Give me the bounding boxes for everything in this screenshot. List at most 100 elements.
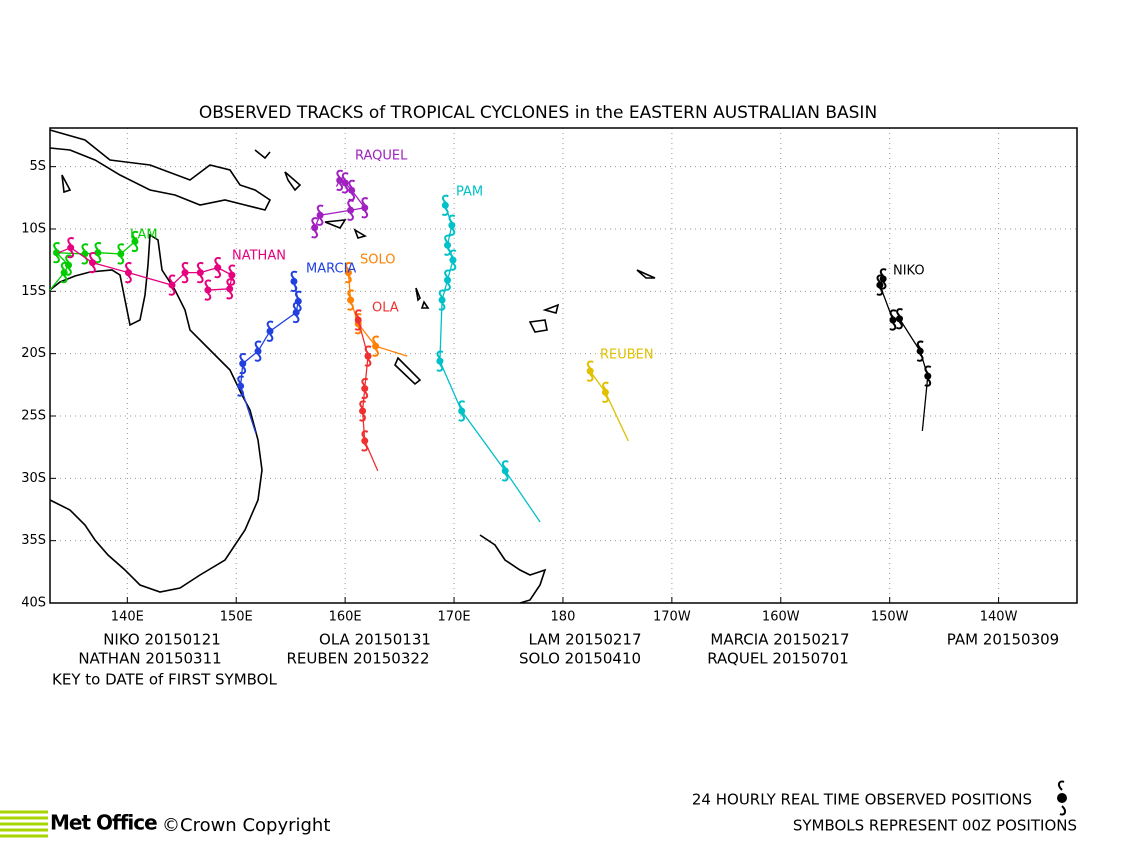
cyclone-symbol <box>204 279 212 301</box>
symbol-core <box>458 407 466 415</box>
symbol-arms <box>204 279 212 301</box>
title: OBSERVED TRACKS of TROPICAL CYCLONES in … <box>199 103 877 123</box>
symbol-arms <box>266 320 274 342</box>
x-tick-label: 180 <box>551 610 576 625</box>
symbol-arms <box>239 353 247 375</box>
symbol-arms <box>444 234 451 256</box>
storm-label: PAM <box>456 185 483 200</box>
cyclone-symbol <box>916 340 924 362</box>
cyclone-symbol <box>336 169 344 191</box>
cyclone-symbol <box>448 214 456 236</box>
symbol-arms <box>214 257 222 279</box>
copyright: ©Crown Copyright <box>162 815 330 836</box>
symbol-arms <box>53 242 60 264</box>
symbol-core <box>354 316 362 324</box>
symbol-core <box>124 269 132 277</box>
x-tick-label: 140W <box>980 610 1018 625</box>
symbol-core <box>292 309 300 317</box>
symbol-arms <box>292 301 300 324</box>
symbol-core <box>168 281 176 289</box>
key-entry: PAM 20150309 <box>947 631 1059 649</box>
cyclone-symbol <box>449 249 457 271</box>
symbol-core <box>889 316 897 324</box>
x-tick-label: 140E <box>111 610 144 625</box>
storm-label: NATHAN <box>232 249 286 264</box>
cyclone-symbol <box>361 430 369 452</box>
symbol-core <box>879 275 887 283</box>
symbol-arms <box>67 237 75 259</box>
symbol-core <box>341 179 349 187</box>
cyclone-symbol <box>444 269 452 291</box>
cyclone-symbol <box>361 197 369 219</box>
symbol-core <box>347 206 355 214</box>
symbol-core <box>344 269 352 277</box>
cyclone-symbol <box>372 335 380 357</box>
y-tick-label: 10S <box>21 221 46 236</box>
cyclone-symbol <box>347 289 355 311</box>
cyclone-symbol <box>181 262 189 284</box>
cyclone-symbol <box>228 264 236 286</box>
cyclone-symbol <box>344 262 352 284</box>
cyclone-symbol <box>196 262 204 284</box>
symbol-arms <box>348 179 356 201</box>
storm-label: MARCIA <box>306 262 356 277</box>
logo-text: Met Office <box>50 811 157 835</box>
cyclone-symbol <box>131 230 139 253</box>
cyclone-symbol <box>364 345 372 367</box>
symbol-arms <box>586 360 594 382</box>
symbol-core <box>226 285 234 293</box>
symbol-core <box>311 224 319 232</box>
symbol-arms <box>361 430 369 452</box>
symbol-arms <box>449 249 457 271</box>
symbol-core <box>181 269 189 277</box>
symbol-core <box>448 221 456 229</box>
symbol-arms <box>601 381 609 403</box>
symbol-arms <box>889 309 897 331</box>
symbol-arms <box>347 289 355 311</box>
symbol-arms <box>364 345 372 367</box>
symbol-core <box>204 286 212 294</box>
cyclone-symbol <box>438 289 446 311</box>
storm-label: SOLO <box>360 253 396 268</box>
symbol-core <box>348 186 356 194</box>
symbol-core <box>586 367 594 375</box>
y-tick-label: 5S <box>29 159 46 174</box>
y-tick-label: 40S <box>21 596 46 611</box>
symbol-core <box>916 347 924 355</box>
symbol-arms <box>316 204 324 226</box>
footer-positions: 24 HOURLY REAL TIME OBSERVED POSITIONS <box>692 791 1032 809</box>
key-entry: NATHAN 20150311 <box>78 650 221 668</box>
storm-track <box>589 370 629 442</box>
cyclone-symbol <box>601 381 609 403</box>
symbol-arms <box>60 262 68 284</box>
x-tick-label: 170W <box>653 610 691 625</box>
cyclone-symbol <box>316 204 324 226</box>
key-note: KEY to DATE of FIRST SYMBOL <box>52 671 277 689</box>
symbol-arms <box>344 262 352 284</box>
symbol-arms <box>181 262 189 284</box>
symbol-arms <box>354 309 362 331</box>
cyclone-symbol <box>81 243 89 265</box>
y-tick-label: 25S <box>21 408 46 423</box>
symbol-arms <box>876 274 884 296</box>
x-tick-label: 150E <box>220 610 253 625</box>
cyclone-symbol <box>458 400 466 422</box>
symbol-core <box>361 437 369 445</box>
storm-label: OLA <box>372 301 399 316</box>
symbol-core <box>924 372 932 380</box>
storm-label: LAM <box>130 228 158 243</box>
y-tick-label: 15S <box>21 284 46 299</box>
symbol-arms <box>458 400 466 422</box>
cyclone-symbol <box>239 353 247 375</box>
key-entry: REUBEN 20150322 <box>287 650 430 668</box>
symbol-core <box>601 388 609 396</box>
cyclone-symbol <box>254 340 262 362</box>
symbol-core <box>501 467 509 475</box>
storm-label: NIKO <box>893 264 925 279</box>
cyclone-symbol <box>441 194 449 216</box>
key-entry: RAQUEL 20150701 <box>707 650 849 668</box>
symbol-arms <box>896 308 903 330</box>
symbol-core <box>364 352 372 360</box>
symbol-arms <box>168 274 176 296</box>
